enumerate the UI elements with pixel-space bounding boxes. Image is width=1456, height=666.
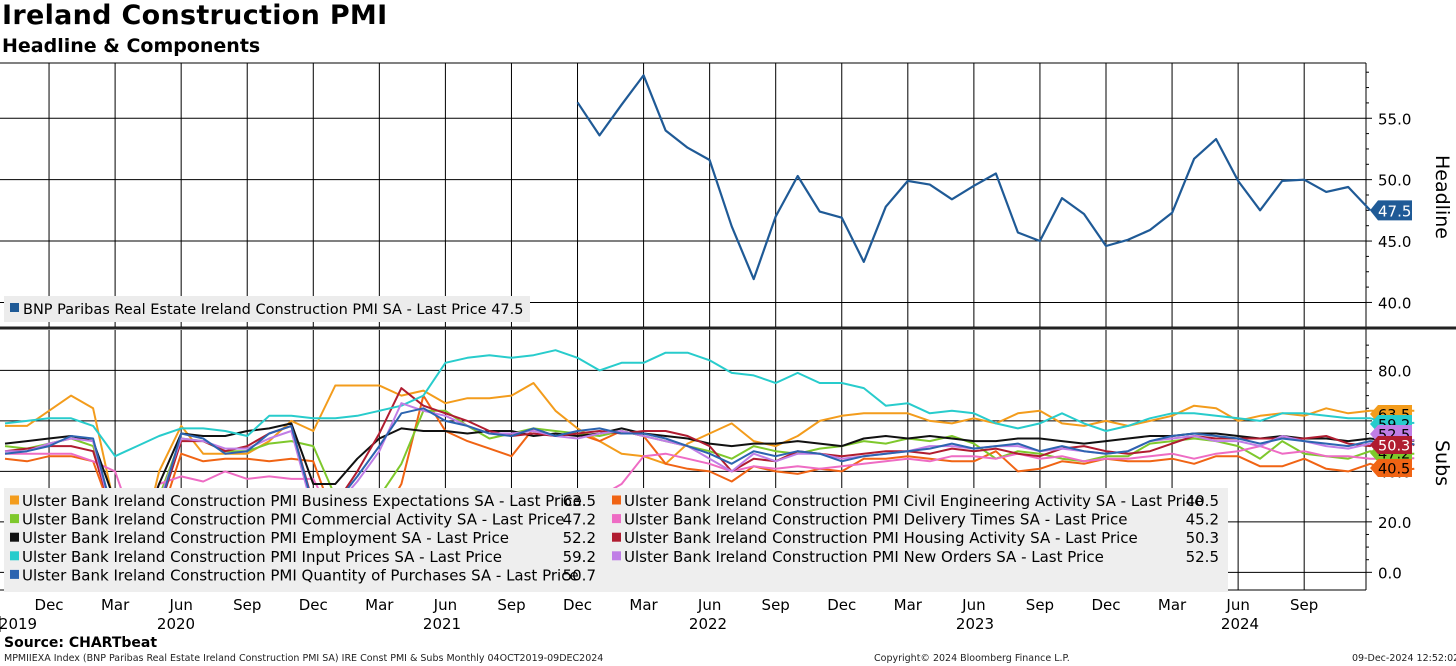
x-tick-label-month: Dec <box>1091 596 1120 614</box>
legend-label: Ulster Bank Ireland Construction PMI Del… <box>624 511 1128 529</box>
legend-swatch <box>612 495 621 505</box>
series-line-new_orders <box>5 402 1415 561</box>
legend-last-value: 50.7 <box>563 566 596 584</box>
last-value-label-headline: 47.5 <box>1378 202 1411 220</box>
legend-last-value: 63.5 <box>563 492 596 510</box>
legend-label: Ulster Bank Ireland Construction PMI Com… <box>22 511 565 529</box>
x-tick-label-month: Jun <box>433 596 457 614</box>
x-tick-label-month: Dec <box>827 596 856 614</box>
series-line-delivery_times <box>5 445 1415 536</box>
x-tick-label-year: 2020 <box>157 615 195 633</box>
legend-label: Ulster Bank Ireland Construction PMI Hou… <box>624 529 1138 547</box>
y-axis-title-subs: Subs <box>1431 440 1453 486</box>
legend-label: BNP Paribas Real Estate Ireland Construc… <box>23 302 524 318</box>
chart-subtitle: Headline & Components <box>2 35 261 57</box>
x-tick-label-year: 2023 <box>956 615 994 633</box>
legend-bg <box>4 296 530 322</box>
y-tick-label: 45.0 <box>1378 233 1411 251</box>
legend-label: Ulster Bank Ireland Construction PMI Civ… <box>624 492 1203 510</box>
legend-label: Ulster Bank Ireland Construction PMI Emp… <box>22 529 509 547</box>
legend-label: Ulster Bank Ireland Construction PMI Bus… <box>22 492 582 510</box>
x-tick-label-month: Jun <box>1225 596 1249 614</box>
last-value-flag-civil_engineering <box>1370 459 1412 477</box>
last-value-label-housing: 50.3 <box>1378 439 1410 455</box>
last-value-flag-headline <box>1370 200 1412 221</box>
x-tick-label-month: Dec <box>299 596 328 614</box>
x-tick-label-month: Dec <box>563 596 592 614</box>
legend-label: Ulster Bank Ireland Construction PMI Inp… <box>22 548 502 566</box>
x-tick-label-month: Sep <box>762 596 790 614</box>
legend-last-value: 52.5 <box>1186 548 1219 566</box>
x-tick-label-month: Jun <box>168 596 192 614</box>
y-tick-label: 40.0 <box>1378 294 1411 312</box>
series-line-headline <box>576 74 1371 281</box>
footer-meta: MPMIIEXA Index (BNP Paribas Real Estate … <box>4 653 604 664</box>
x-tick-label-month: Jun <box>697 596 721 614</box>
legend-swatch <box>612 514 621 524</box>
legend-swatch <box>612 532 621 542</box>
legend-subs: Ulster Bank Ireland Construction PMI Bus… <box>4 488 1228 592</box>
legend-last-value: 59.2 <box>563 548 596 566</box>
legend-swatch <box>10 551 19 561</box>
chart-title: Ireland Construction PMI <box>2 0 388 31</box>
x-tick-label-month: Sep <box>233 596 261 614</box>
y-tick-label: 50.0 <box>1378 172 1411 190</box>
legend-last-value: 45.2 <box>1186 511 1219 529</box>
x-tick-label-month: Sep <box>1026 596 1054 614</box>
legend-label: Ulster Bank Ireland Construction PMI Qua… <box>22 566 579 584</box>
footer-date: 09-Dec-2024 12:52:02 <box>1352 653 1456 664</box>
series-line-quantity_purchases <box>4 407 1415 559</box>
series-line-civil_engineering <box>4 394 1415 554</box>
x-tick-label-year: 2021 <box>423 615 461 633</box>
x-tick-label-month: Mar <box>101 596 130 614</box>
x-tick-label-month: Sep <box>1290 596 1318 614</box>
x-tick-label-month: Mar <box>629 596 658 614</box>
legend-label: Ulster Bank Ireland Construction PMI New… <box>624 548 1104 566</box>
y-axis-title-headline: Headline <box>1431 155 1453 239</box>
legend-swatch <box>10 532 19 542</box>
y-tick-label: 20.0 <box>1378 514 1411 532</box>
x-tick-label-year: 2022 <box>689 615 727 633</box>
x-tick-label-year: 2019 <box>0 615 37 633</box>
legend-swatch <box>10 569 19 579</box>
x-tick-label-month: Sep <box>497 596 525 614</box>
x-tick-label-month: Jun <box>961 596 985 614</box>
legend-swatch <box>10 303 19 312</box>
y-tick-label: 55.0 <box>1378 110 1411 128</box>
y-tick-label: 0.0 <box>1378 564 1402 582</box>
footer-source: Source: CHARTbeat <box>4 635 158 651</box>
x-tick-label-month: Mar <box>894 596 923 614</box>
last-value-label-civil_engineering: 40.5 <box>1378 462 1410 478</box>
x-tick-label-year: 2024 <box>1221 615 1259 633</box>
legend-swatch <box>10 514 19 524</box>
legend-headline: BNP Paribas Real Estate Ireland Construc… <box>4 296 530 322</box>
x-tick-label-month: Mar <box>365 596 394 614</box>
y-tick-label: 80.0 <box>1378 362 1411 380</box>
legend-last-value: 50.3 <box>1186 529 1219 547</box>
legend-last-value: 52.2 <box>563 529 596 547</box>
legend-swatch <box>612 551 621 561</box>
x-tick-label-month: Mar <box>1158 596 1187 614</box>
legend-swatch <box>10 495 19 505</box>
series-line-input_prices <box>4 349 1415 458</box>
x-tick-label-month: Dec <box>35 596 64 614</box>
legend-last-value: 40.5 <box>1186 492 1219 510</box>
footer-copyright: Copyright© 2024 Bloomberg Finance L.P. <box>874 653 1070 664</box>
last-value-flag-housing <box>1370 436 1412 454</box>
legend-last-value: 47.2 <box>563 511 596 529</box>
